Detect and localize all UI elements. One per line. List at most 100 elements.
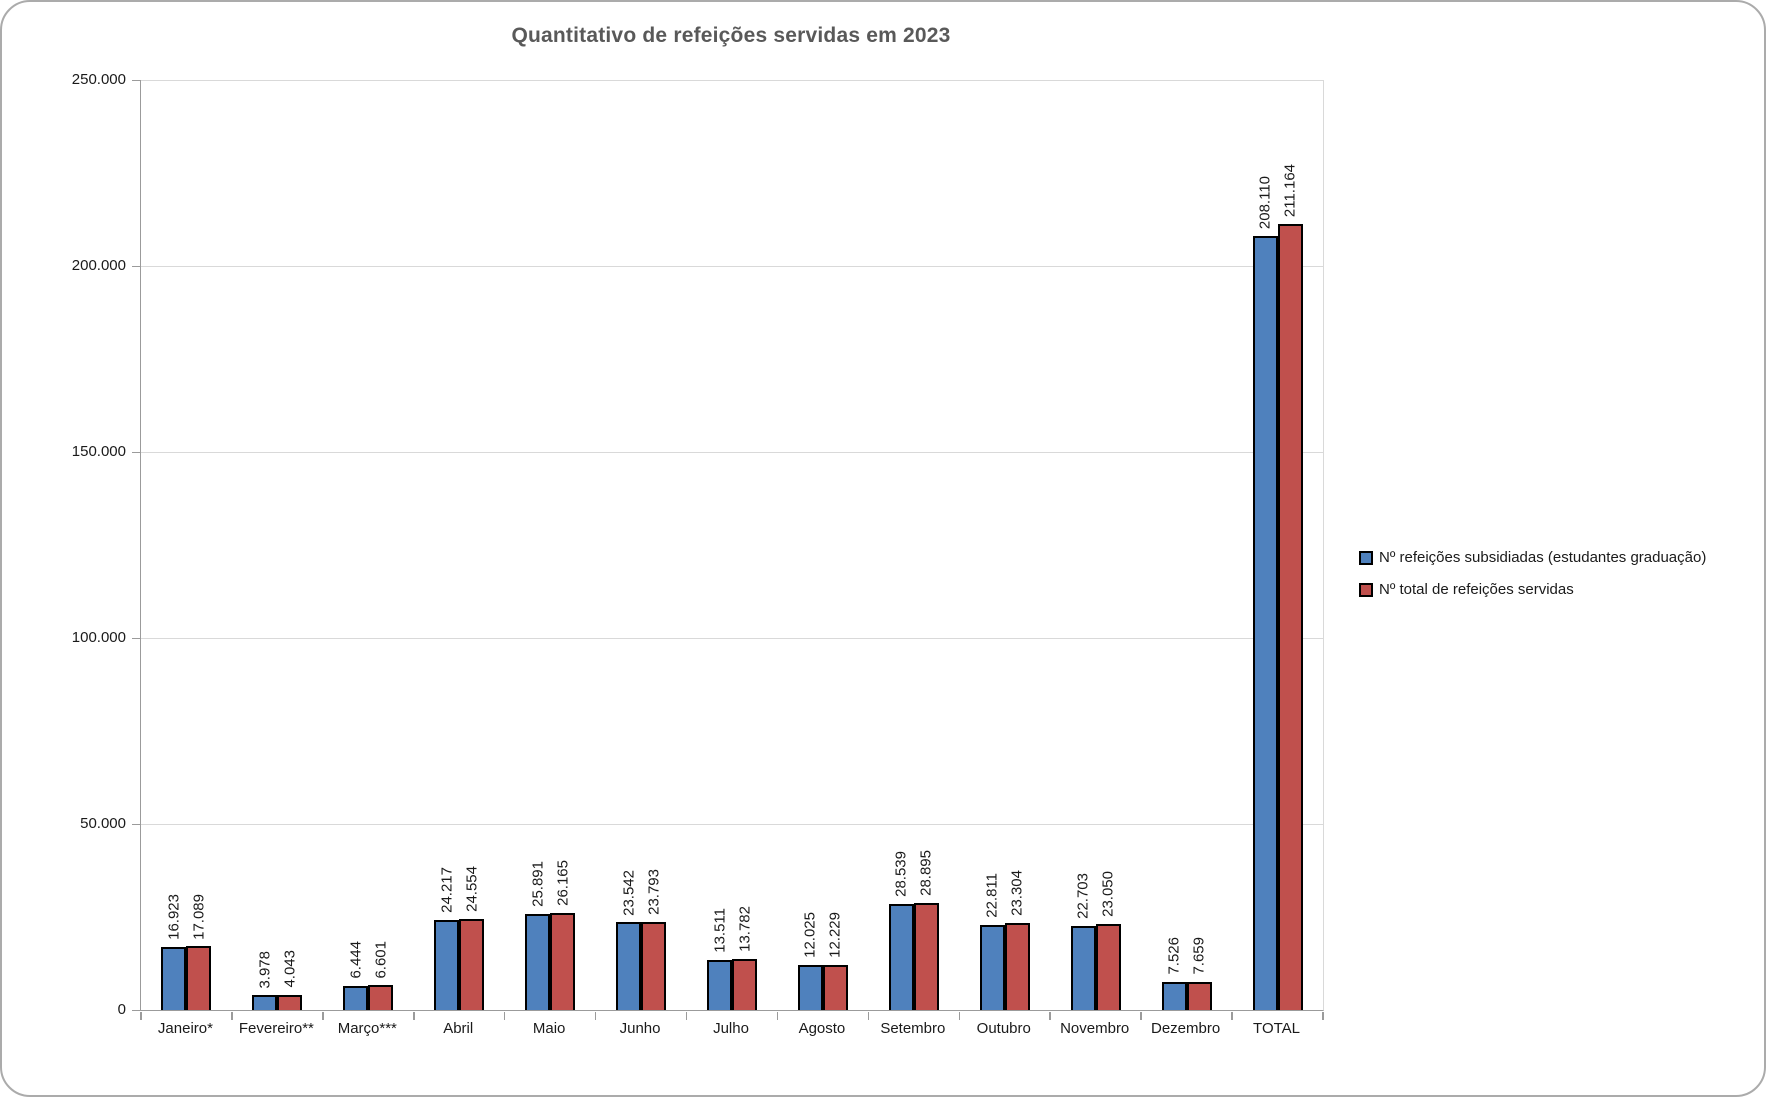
bar-subsidiadas xyxy=(343,986,369,1010)
x-tick-mark xyxy=(1322,1012,1324,1020)
bar-subsidiadas xyxy=(797,965,823,1010)
bar-value-label: 7.659 xyxy=(1190,936,1208,975)
bar-total xyxy=(459,918,485,1010)
bar-value-label: 16.923 xyxy=(165,894,183,941)
bar-total xyxy=(1277,224,1303,1010)
bar-subsidiadas xyxy=(161,947,187,1010)
y-tick-mark xyxy=(132,79,140,81)
y-tick-mark xyxy=(132,451,140,453)
y-tick-mark xyxy=(132,1009,140,1011)
y-tick-label: 250.000 xyxy=(71,71,126,88)
bar-value-label: 13.782 xyxy=(736,905,753,952)
x-axis-label: TOTAL xyxy=(1253,1020,1301,1037)
x-axis-label: Fevereiro** xyxy=(238,1020,314,1037)
x-tick-mark xyxy=(413,1012,415,1020)
bar-value-label: 17.089 xyxy=(190,893,208,940)
bar-total xyxy=(186,946,212,1010)
bar-subsidiadas xyxy=(1161,982,1187,1010)
bar-subsidiadas xyxy=(1070,925,1096,1010)
bar-subsidiadas xyxy=(252,995,278,1010)
legend-swatch-total-icon xyxy=(1359,582,1373,597)
bar-subsidiadas xyxy=(525,913,551,1010)
x-tick-mark xyxy=(685,1012,688,1020)
y-axis: 0 50.000 100.000 150.000 200.000 250.000 xyxy=(2,71,126,1018)
x-tick-mark xyxy=(1140,1012,1142,1020)
chart-title: Quantitativo de refeições servidas em 20… xyxy=(511,24,951,47)
bar-value-label: 6.601 xyxy=(372,940,390,979)
legend-item-subsidiadas: Nº refeições subsidiadas (estudantes gra… xyxy=(1359,549,1706,566)
x-axis-label: Maio xyxy=(532,1020,566,1037)
x-tick-mark xyxy=(594,1012,597,1020)
bar-total xyxy=(1186,981,1212,1010)
gridline xyxy=(141,452,1323,453)
gridline xyxy=(141,824,1323,825)
bar-value-label: 13.511 xyxy=(711,907,728,953)
bar-value-label: 23.304 xyxy=(1008,870,1026,917)
bar-value-label: 23.793 xyxy=(645,868,663,915)
bar-subsidiadas xyxy=(434,919,460,1010)
x-tick-mark xyxy=(231,1012,233,1020)
y-tick-label: 50.000 xyxy=(80,815,126,832)
bar-value-label: 23.050 xyxy=(1099,871,1117,918)
bar-value-label: 28.539 xyxy=(892,850,910,897)
bar-total xyxy=(277,994,303,1010)
bar-total xyxy=(368,985,394,1010)
bar-total xyxy=(913,902,939,1010)
y-tick-label: 0 xyxy=(117,1001,126,1018)
x-axis-label: Outubro xyxy=(976,1020,1031,1037)
bar-value-label: 6.444 xyxy=(347,941,365,980)
bar-subsidiadas xyxy=(1252,235,1278,1010)
bar-value-label: 22.703 xyxy=(1074,872,1092,919)
gridline xyxy=(141,266,1323,267)
bar-value-label: 12.229 xyxy=(826,911,844,958)
bar-total xyxy=(822,964,848,1010)
legend-label-total: Nº total de refeições servidas xyxy=(1379,581,1574,598)
x-tick-mark xyxy=(958,1012,961,1020)
bar-value-label: 4.043 xyxy=(281,950,299,988)
x-axis-label: Junho xyxy=(619,1020,661,1037)
x-axis-label: Abril xyxy=(443,1020,474,1037)
bar-total xyxy=(641,921,667,1010)
legend-item-total: Nº total de refeições servidas xyxy=(1359,581,1706,598)
x-axis-label: Novembro xyxy=(1060,1020,1130,1037)
x-tick-mark xyxy=(776,1012,779,1020)
bar-value-label: 3.978 xyxy=(256,950,274,989)
bar-value-label: 28.895 xyxy=(917,849,935,896)
legend-swatch-subsidiadas-icon xyxy=(1359,550,1373,565)
bar-total xyxy=(1095,924,1121,1010)
x-tick-mark xyxy=(1231,1012,1233,1020)
bar-total xyxy=(550,912,576,1010)
x-tick-mark xyxy=(503,1012,506,1020)
legend: Nº refeições subsidiadas (estudantes gra… xyxy=(1359,549,1706,613)
y-tick-label: 150.000 xyxy=(71,443,126,460)
bar-value-label: 208.110 xyxy=(1256,175,1274,229)
bar-subsidiadas xyxy=(979,925,1005,1010)
gridline xyxy=(141,638,1323,639)
y-tick-label: 200.000 xyxy=(71,257,126,274)
x-tick-mark xyxy=(867,1012,870,1020)
bar-value-label: 22.811 xyxy=(983,873,1001,919)
bar-value-label: 23.542 xyxy=(620,869,638,916)
x-axis-label: Dezembro xyxy=(1151,1020,1221,1037)
bar-value-label: 211.164 xyxy=(1281,164,1299,218)
bar-value-label: 7.526 xyxy=(1165,937,1183,976)
bar-subsidiadas xyxy=(888,903,914,1010)
bar-subsidiadas xyxy=(707,959,732,1010)
bar-total xyxy=(1004,923,1030,1010)
x-axis-label: Julho xyxy=(713,1020,749,1037)
y-tick-mark xyxy=(132,265,140,267)
y-tick-mark xyxy=(132,823,140,825)
bar-value-label: 26.165 xyxy=(554,859,572,906)
bar-value-label: 12.025 xyxy=(801,912,819,959)
bar-value-label: 24.217 xyxy=(438,867,456,913)
x-axis-label: Março*** xyxy=(337,1020,397,1037)
y-tick-label: 100.000 xyxy=(71,629,126,646)
bar-value-label: 24.554 xyxy=(463,865,481,912)
x-tick-mark xyxy=(1049,1012,1051,1020)
legend-label-subsidiadas: Nº refeições subsidiadas (estudantes gra… xyxy=(1379,549,1707,566)
bar-value-label: 25.891 xyxy=(529,860,547,907)
x-tick-mark xyxy=(322,1012,324,1020)
bar-subsidiadas xyxy=(616,922,642,1010)
x-axis-label: Janeiro* xyxy=(157,1020,213,1037)
